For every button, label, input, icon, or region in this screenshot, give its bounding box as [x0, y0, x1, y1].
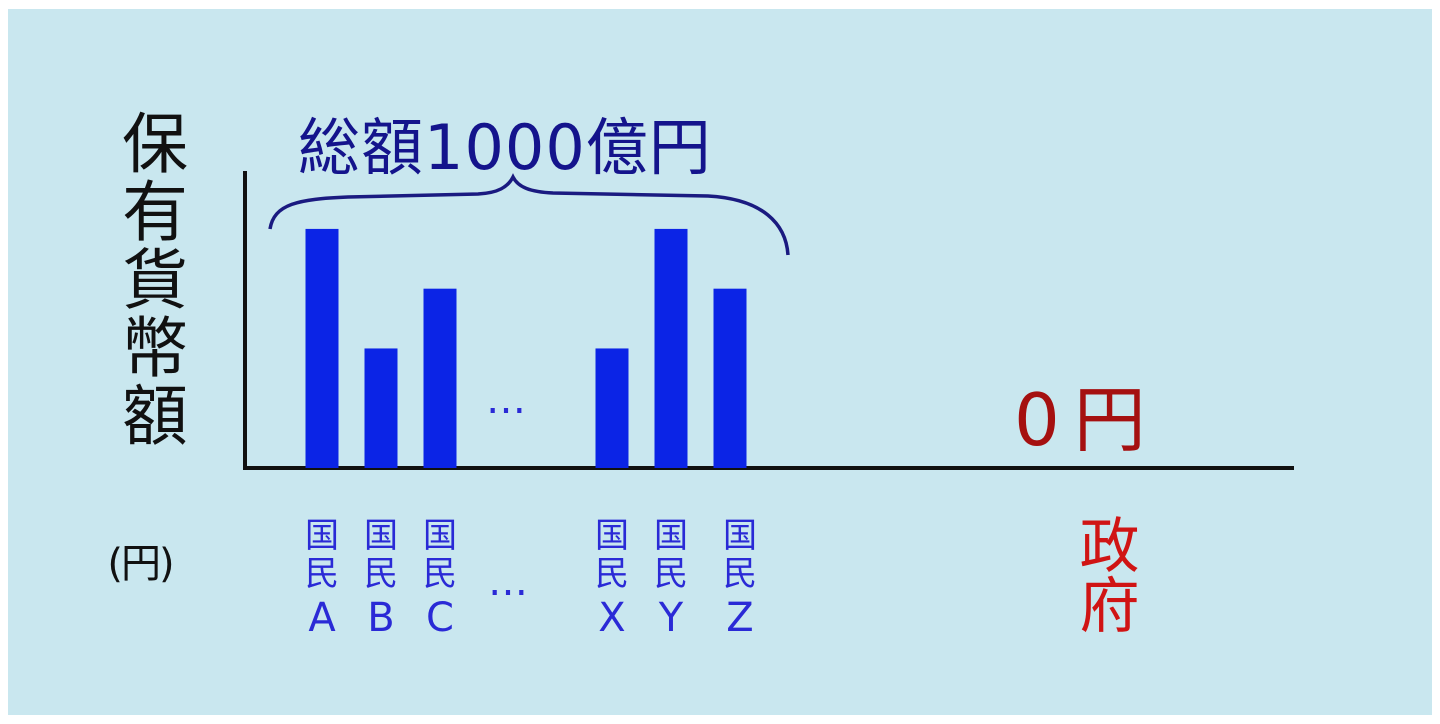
- category-label-a: 国 民 A: [292, 517, 352, 643]
- category-letter: X: [598, 595, 626, 641]
- government-label: 政府: [1069, 514, 1139, 634]
- bars: [305, 228, 747, 468]
- category-line1: 国: [423, 516, 457, 556]
- bar-z: [713, 288, 747, 468]
- category-ellipsis: …: [488, 559, 528, 605]
- category-line1: 国: [595, 516, 629, 556]
- chart-svg: [243, 171, 1294, 470]
- category-line1: 国: [364, 516, 398, 556]
- chart-canvas: 保有貨幣額 (円) 総額1000億円 … … 国 民 A 国 民 B 国 民 C…: [8, 9, 1432, 715]
- category-letter: Z: [726, 595, 754, 641]
- government-value-label: 0円: [1014, 378, 1160, 462]
- total-annotation: 総額1000億円: [298, 111, 712, 184]
- category-line2: 民: [364, 554, 398, 594]
- category-label-y: 国 民 Y: [641, 517, 701, 643]
- category-letter: Y: [658, 595, 684, 641]
- bar-c: [423, 288, 457, 468]
- y-axis-unit: (円): [107, 541, 174, 587]
- category-label-z: 国 民 Z: [710, 517, 770, 643]
- bar-y: [654, 228, 688, 468]
- category-line2: 民: [723, 554, 757, 594]
- category-letter: B: [367, 595, 395, 641]
- category-label-x: 国 民 X: [582, 517, 642, 643]
- category-line1: 国: [723, 516, 757, 556]
- category-letter: C: [426, 595, 454, 641]
- bar-b: [364, 348, 398, 468]
- category-line2: 民: [423, 554, 457, 594]
- bar-a: [305, 228, 339, 468]
- bar-x: [595, 348, 629, 468]
- category-line1: 国: [305, 516, 339, 556]
- category-label-b: 国 民 B: [351, 517, 411, 643]
- category-letter: A: [308, 595, 336, 641]
- brace: [268, 173, 790, 256]
- category-line2: 民: [595, 554, 629, 594]
- category-line2: 民: [305, 554, 339, 594]
- category-line1: 国: [654, 516, 688, 556]
- category-label-c: 国 民 C: [410, 517, 470, 643]
- bar-ellipsis: …: [486, 377, 526, 423]
- y-axis-label: 保有貨幣額: [111, 109, 188, 449]
- category-line2: 民: [654, 554, 688, 594]
